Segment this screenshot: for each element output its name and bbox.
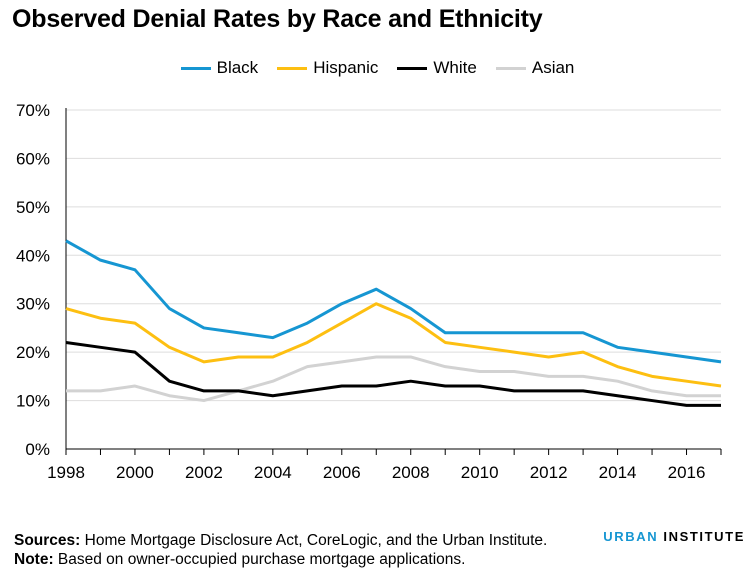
- x-tick-label: 2000: [116, 463, 154, 482]
- y-tick-label: 30%: [16, 295, 50, 314]
- x-tick-label: 2016: [668, 463, 706, 482]
- urban-institute-logo: URBAN INSTITUTE: [603, 529, 745, 544]
- note-line: Note: Based on owner-occupied purchase m…: [14, 550, 547, 569]
- legend-item-black: Black: [180, 58, 259, 78]
- legend-item-white: White: [397, 58, 477, 78]
- legend-swatch-hispanic: [277, 66, 308, 70]
- logo-part-urban: URBAN: [603, 529, 659, 544]
- x-tick-label: 2012: [530, 463, 568, 482]
- legend-swatch-black: [180, 66, 211, 70]
- y-tick-label: 0%: [25, 440, 50, 459]
- y-tick-label: 10%: [16, 392, 50, 411]
- x-tick-label: 2004: [254, 463, 292, 482]
- y-tick-label: 40%: [16, 246, 50, 265]
- series-line-asian: [66, 355, 721, 403]
- axes: 0% 10% 20% 30% 40% 50% 60% 70% 1998 2000 2002 2004 2…: [16, 101, 722, 482]
- legend-swatch-white: [397, 66, 428, 70]
- note-label: Note:: [14, 551, 54, 568]
- series-line-hispanic: [65, 302, 722, 388]
- y-tick-label: 60%: [16, 149, 50, 168]
- sources-text: Home Mortgage Disclosure Act, CoreLogic,…: [84, 532, 548, 549]
- legend-label-black: Black: [216, 58, 259, 77]
- series-line-black: [65, 239, 722, 364]
- footer-notes: Sources: Home Mortgage Disclosure Act, C…: [14, 531, 547, 569]
- x-tick-label: 2006: [323, 463, 361, 482]
- x-tick-label: 2014: [599, 463, 637, 482]
- legend-label-hispanic: Hispanic: [313, 58, 379, 77]
- logo-part-institute: INSTITUTE: [663, 529, 745, 544]
- chart-title: Observed Denial Rates by Race and Ethnic…: [12, 5, 543, 33]
- legend: Black Hispanic White Asian: [0, 58, 755, 78]
- note-text: Based on owner-occupied purchase mortgag…: [57, 551, 466, 568]
- line-chart: 0% 10% 20% 30% 40% 50% 60% 70% 1998 2000 2002 2004 2…: [16, 101, 722, 482]
- series-line-white: [65, 340, 721, 407]
- y-tick-label: 70%: [16, 101, 50, 120]
- legend-label-asian: Asian: [531, 58, 575, 77]
- x-tick-label: 1998: [47, 463, 85, 482]
- sources-line: Sources: Home Mortgage Disclosure Act, C…: [14, 531, 547, 550]
- y-tick-label: 20%: [16, 343, 50, 362]
- sources-label: Sources:: [14, 532, 81, 549]
- legend-swatch-asian: [495, 66, 526, 70]
- gridlines: [66, 109, 721, 402]
- legend-item-asian: Asian: [495, 58, 575, 78]
- legend-label-white: White: [433, 58, 477, 77]
- x-tick-label: 2008: [392, 463, 430, 482]
- x-tick-label: 2002: [185, 463, 223, 482]
- legend-item-hispanic: Hispanic: [277, 58, 378, 78]
- x-tick-label: 2010: [461, 463, 499, 482]
- y-tick-label: 50%: [16, 198, 50, 217]
- series-lines: [65, 239, 722, 407]
